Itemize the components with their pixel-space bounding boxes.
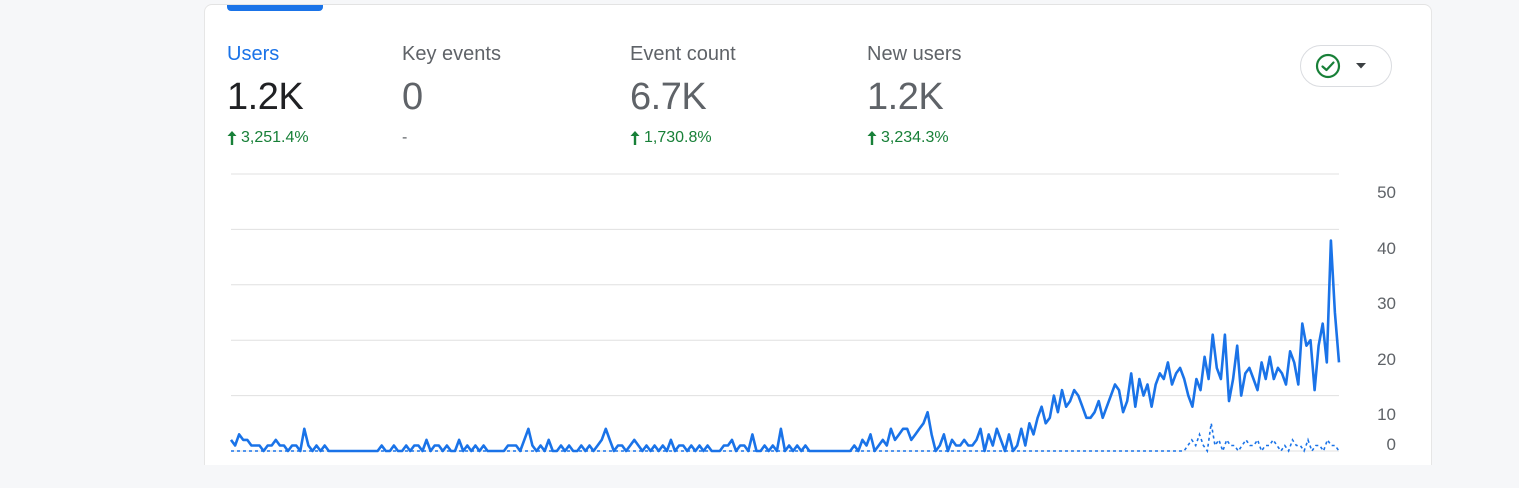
metric-tab-key-events[interactable]: Key events 0 - (402, 43, 501, 147)
y-tick-label: 40 (1377, 239, 1396, 258)
metric-label: Event count (630, 43, 736, 65)
users-line-chart: 0 10 20 30 40 50 (229, 173, 1396, 454)
y-tick-label: 20 (1377, 350, 1396, 369)
metric-label: Users (227, 43, 280, 65)
metric-tab-event-count[interactable]: Event count 6.7K 1,730.8% (630, 43, 736, 147)
arrow-up-icon (227, 131, 237, 145)
check-circle-icon (1315, 53, 1341, 79)
metric-change: 3,234.3% (867, 129, 961, 147)
metric-tab-new-users[interactable]: New users 1.2K 3,234.3% (867, 43, 961, 147)
metric-value: 1.2K (867, 76, 944, 118)
arrow-up-icon (867, 131, 877, 145)
metric-change: - (402, 129, 501, 147)
y-tick-label: 30 (1377, 294, 1396, 313)
metric-value: 0 (402, 76, 423, 118)
metric-change-value: 3,251.4% (241, 129, 309, 146)
metric-tab-users[interactable]: Users 1.2K 3,251.4% (227, 43, 309, 147)
active-tab-indicator (227, 5, 323, 11)
analytics-card: Users 1.2K 3,251.4% Key events 0 - Event… (204, 4, 1432, 465)
metric-value: 6.7K (630, 76, 707, 118)
metric-label: New users (867, 43, 962, 65)
arrow-up-icon (630, 131, 640, 145)
y-tick-label: 50 (1377, 183, 1396, 202)
y-tick-label: 0 (1387, 435, 1396, 454)
compare-status-button[interactable] (1300, 45, 1392, 87)
caret-down-icon (1356, 63, 1366, 69)
metric-change: 3,251.4% (227, 129, 309, 147)
metric-change: 1,730.8% (630, 129, 736, 147)
series-line-comparison (231, 423, 1340, 454)
metric-change-value: 3,234.3% (881, 129, 949, 146)
y-axis-ticks: 0 10 20 30 40 50 (1377, 183, 1396, 454)
metric-value: 1.2K (227, 76, 304, 118)
chart-series (229, 239, 1341, 454)
y-tick-label: 10 (1377, 405, 1396, 424)
series-line-users (229, 239, 1341, 453)
metric-label: Key events (402, 43, 501, 65)
metric-change-value: - (402, 129, 408, 146)
chart-grid (231, 173, 1339, 452)
metric-change-value: 1,730.8% (644, 129, 712, 146)
